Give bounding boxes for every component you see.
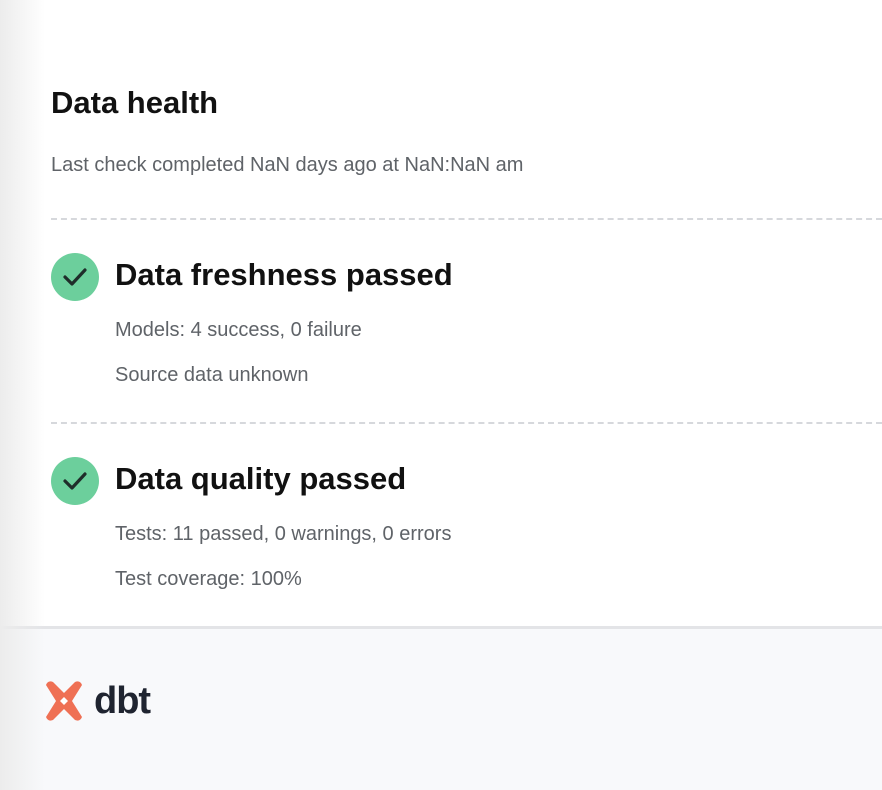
models-status: Models: 4 success, 0 failure bbox=[115, 319, 362, 341]
test-coverage: Test coverage: 100% bbox=[115, 568, 302, 590]
divider bbox=[51, 422, 882, 424]
footer: dbt bbox=[0, 626, 882, 790]
logo-text: dbt bbox=[94, 679, 151, 722]
last-check-text: Last check completed NaN days ago at NaN… bbox=[51, 154, 524, 176]
data-health-panel: Data health Last check completed NaN day… bbox=[51, 85, 882, 590]
check-circle-icon bbox=[51, 457, 99, 505]
source-status: Source data unknown bbox=[115, 364, 309, 386]
section-title: Data freshness passed bbox=[115, 257, 453, 292]
divider bbox=[51, 218, 882, 220]
dbt-logo-icon bbox=[46, 681, 82, 721]
dbt-logo: dbt bbox=[42, 679, 151, 723]
page-title: Data health bbox=[51, 85, 219, 120]
tests-status: Tests: 11 passed, 0 warnings, 0 errors bbox=[115, 523, 452, 545]
section-title: Data quality passed bbox=[115, 461, 407, 496]
check-circle-icon bbox=[51, 253, 99, 301]
